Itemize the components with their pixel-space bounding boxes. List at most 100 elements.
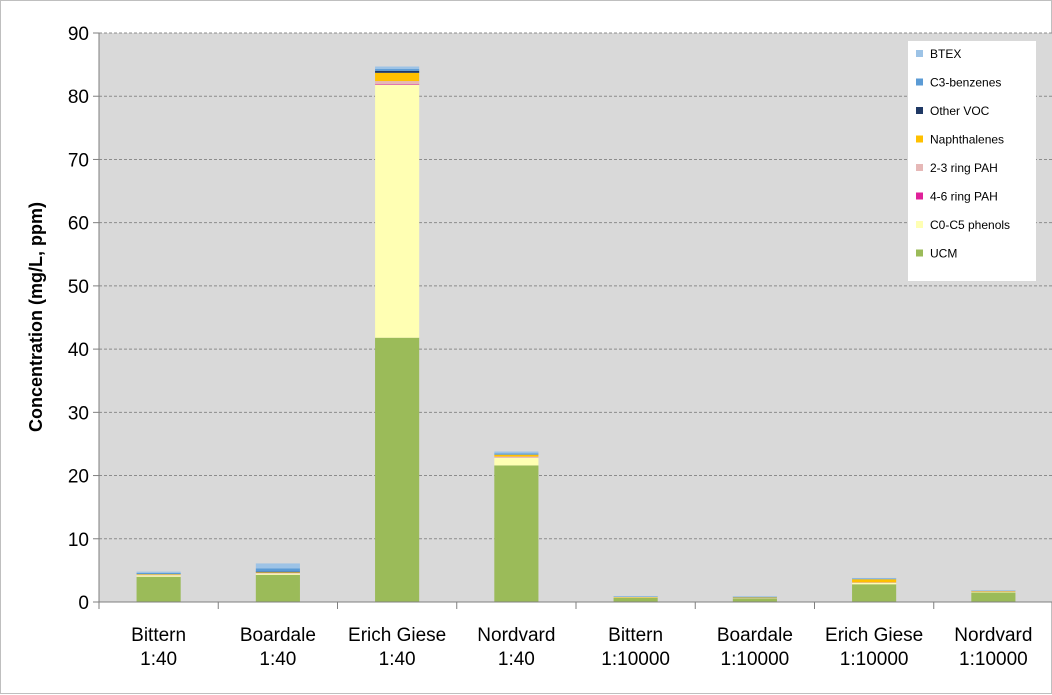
bar-segment-other-voc <box>255 571 300 573</box>
bar-segment-other-voc <box>375 70 420 73</box>
bar-segment-naphthalenes <box>613 596 658 598</box>
y-tick-label: 40 <box>68 340 89 361</box>
bar-segment-ucm <box>732 598 777 602</box>
x-tick-label: Boardale <box>717 625 793 646</box>
y-tick-label: 70 <box>68 150 89 171</box>
x-tick-label: 1:10000 <box>840 649 909 670</box>
bar-segment-4-6-ring-pah <box>375 84 420 85</box>
legend-swatch <box>916 50 923 57</box>
bars-layer <box>136 66 1016 602</box>
bar-segment-ucm <box>971 592 1016 602</box>
bar-segment-c0-c5-phenols <box>852 583 897 585</box>
legend-swatch <box>916 249 923 257</box>
bar-segment-2-3-ring-pah <box>852 582 897 584</box>
bar-segment-2-3-ring-pah <box>255 572 300 574</box>
bar-segment-c3-benzenes <box>494 453 539 455</box>
bar-segment-c3-benzenes <box>375 69 420 71</box>
x-tick-label: Nordvard <box>954 625 1032 646</box>
bar-segment-btex <box>613 596 658 597</box>
legend-entry-label: C3-benzenes <box>930 76 1001 90</box>
bar-segment-ucm <box>852 584 897 602</box>
x-tick-label: Boardale <box>240 625 316 646</box>
x-tick-label: 1:40 <box>140 649 177 670</box>
labels-layer: 0 10 20 30 40 50 60 70 80 90 Bittern 1:40 Boardale 1:… <box>68 24 1033 670</box>
bar-segment-naphthalenes <box>494 454 539 457</box>
bar-segment-2-3-ring-pah <box>613 597 658 598</box>
legend-entry-label: 4-6 ring PAH <box>930 190 998 204</box>
bar-segment-ucm <box>494 465 539 602</box>
y-tick-label: 0 <box>78 593 89 614</box>
y-tick-label: 20 <box>68 467 89 488</box>
x-tick-label: Bittern <box>608 625 663 646</box>
x-tick-label: Nordvard <box>477 625 555 646</box>
bar-segment-2-3-ring-pah <box>375 81 420 85</box>
bar-segment-c0-c5-phenols <box>494 457 539 466</box>
bar-segment-c0-c5-phenols <box>255 573 300 575</box>
bar-segment-btex <box>971 590 1016 591</box>
bar-segment-btex <box>494 451 539 454</box>
x-tick-label: 1:10000 <box>601 649 670 670</box>
bar-segment-2-3-ring-pah <box>732 597 777 599</box>
y-tick-label: 60 <box>68 214 89 235</box>
bar-segment-naphthalenes <box>136 574 181 575</box>
legend-swatch <box>916 192 923 200</box>
y-axis-label: Concentration (mg/L, ppm) <box>26 202 46 432</box>
legend-box <box>908 41 1036 281</box>
axes-layer <box>93 32 1052 609</box>
legend-entry-label: 2-3 ring PAH <box>930 161 998 175</box>
bar-segment-naphthalenes <box>375 72 420 82</box>
bar-segment-c3-benzenes <box>613 596 658 597</box>
legend-swatch <box>916 221 923 228</box>
bar-segment-2-3-ring-pah <box>136 574 181 576</box>
legend-entry-label: C0-C5 phenols <box>930 218 1010 232</box>
x-tick-label: 1:10000 <box>721 649 790 670</box>
bar-segment-c3-benzenes <box>136 572 181 575</box>
y-tick-label: 10 <box>68 530 89 551</box>
bar-segment-ucm <box>255 574 300 602</box>
bar-segment-2-3-ring-pah <box>971 591 1016 593</box>
bar-segment-c0-c5-phenols <box>375 84 420 338</box>
legend-swatch <box>916 78 923 86</box>
legend-entry-label: Naphthalenes <box>930 133 1004 147</box>
legend-entry-label: UCM <box>930 247 957 261</box>
bar-segment-btex <box>375 66 420 70</box>
bar-segment-naphthalenes <box>852 579 897 583</box>
plot-area <box>99 33 1052 602</box>
legend-entry-label: BTEX <box>930 47 961 61</box>
legend-swatch <box>916 107 923 114</box>
x-tick-label: 1:40 <box>259 649 296 670</box>
y-tick-label: 30 <box>68 403 89 424</box>
legend-items: BTEX C3-benzenes Other VOC Naphthalenes 2-3 … <box>916 47 1010 261</box>
legend-swatch <box>916 164 923 171</box>
y-tick-label: 80 <box>68 87 89 108</box>
bar-segment-c3-benzenes <box>971 590 1016 592</box>
bar-segment-naphthalenes <box>255 572 300 573</box>
legend-entry-label: Other VOC <box>930 104 990 118</box>
x-tick-label: Bittern <box>131 625 186 646</box>
x-tick-label: 1:10000 <box>959 649 1028 670</box>
bar-segment-naphthalenes <box>971 590 1016 592</box>
grid-layer <box>99 32 1052 540</box>
x-tick-label: Erich Giese <box>348 625 446 646</box>
legend: BTEX C3-benzenes Other VOC Naphthalenes 2-3 … <box>908 41 1036 281</box>
x-tick-label: 1:40 <box>379 649 416 670</box>
bar-segment-c3-benzenes <box>732 596 777 598</box>
bar-segment-naphthalenes <box>732 597 777 598</box>
y-tick-label: 90 <box>68 24 89 45</box>
bar-segment-ucm <box>613 597 658 602</box>
bar-segment-btex <box>732 596 777 597</box>
bar-segment-2-3-ring-pah <box>494 456 539 458</box>
bar-segment-btex <box>136 571 181 573</box>
bar-segment-btex <box>852 577 897 579</box>
bar-segment-ucm <box>375 337 420 602</box>
x-tick-label: 1:40 <box>498 649 535 670</box>
y-tick-label: 50 <box>68 277 89 298</box>
legend-swatch <box>916 135 923 143</box>
bar-segment-btex <box>255 563 300 569</box>
bar-segment-c0-c5-phenols <box>136 575 181 577</box>
bar-segment-c0-c5-phenols <box>971 591 1016 593</box>
bar-segment-c3-benzenes <box>852 578 897 580</box>
x-tick-label: Erich Giese <box>825 625 923 646</box>
